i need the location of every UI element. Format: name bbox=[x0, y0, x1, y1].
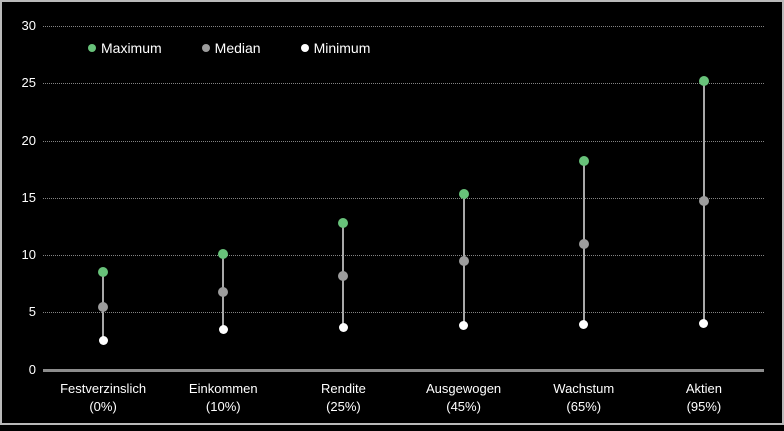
median-dot bbox=[218, 286, 229, 297]
legend-label: Median bbox=[214, 40, 261, 56]
category-allocation: (45%) bbox=[446, 399, 481, 414]
minimum-dot bbox=[218, 324, 228, 334]
minimum-dot bbox=[459, 321, 469, 331]
y-tick-label: 5 bbox=[28, 304, 36, 320]
chart-legend: Maximum Median Minimum bbox=[88, 40, 370, 56]
gridline bbox=[43, 83, 764, 85]
x-axis-line bbox=[43, 368, 764, 372]
minimum-dot bbox=[699, 319, 709, 329]
median-legend-dot-icon bbox=[201, 44, 210, 52]
y-tick-label: 10 bbox=[21, 247, 36, 262]
category-allocation: (95%) bbox=[686, 399, 722, 414]
category-name: Einkommen bbox=[188, 381, 258, 396]
y-tick-label: 0 bbox=[28, 361, 36, 377]
median-dot bbox=[578, 238, 589, 249]
category-label: Wachstum (65%) bbox=[519, 380, 649, 416]
gridline bbox=[43, 312, 764, 314]
gridline bbox=[43, 197, 764, 199]
category-name: Festverzinslich bbox=[60, 381, 147, 396]
y-tick-label: 15 bbox=[21, 189, 36, 205]
legend-item-median: Median bbox=[201, 40, 261, 56]
category-label: Rendite (25%) bbox=[278, 380, 408, 416]
gridline bbox=[43, 26, 764, 27]
median-dot bbox=[698, 196, 709, 207]
maximum-dot bbox=[578, 156, 589, 167]
y-tick-label: 25 bbox=[21, 75, 36, 91]
category-name: Wachstum bbox=[553, 381, 615, 396]
maximum-dot bbox=[458, 189, 469, 200]
category-name: Ausgewogen bbox=[425, 381, 502, 396]
legend-item-maximum: Maximum bbox=[88, 40, 162, 56]
minimum-dot bbox=[579, 320, 589, 330]
category-label: Aktien (95%) bbox=[639, 380, 769, 416]
y-tick-label: 30 bbox=[21, 18, 36, 33]
gridline bbox=[43, 255, 764, 256]
maximum-dot bbox=[98, 267, 109, 278]
maximum-dot bbox=[338, 217, 349, 228]
maximum-legend-dot-icon bbox=[88, 44, 96, 52]
category-name: Rendite bbox=[321, 381, 366, 396]
category-label: Einkommen (10%) bbox=[158, 380, 288, 416]
category-allocation: (65%) bbox=[566, 399, 602, 414]
category-name: Aktien bbox=[685, 381, 722, 396]
category-label: Ausgewogen (45%) bbox=[399, 380, 529, 416]
category-allocation: (0%) bbox=[89, 399, 117, 414]
maximum-dot bbox=[698, 75, 709, 86]
category-label: Festverzinslich (0%) bbox=[38, 380, 168, 416]
median-dot bbox=[98, 301, 109, 312]
minimum-dot bbox=[338, 322, 348, 332]
category-allocation: (25%) bbox=[326, 399, 361, 414]
minimum-legend-dot-icon bbox=[300, 44, 309, 52]
category-allocation: (10%) bbox=[205, 399, 241, 414]
legend-item-minimum: Minimum bbox=[300, 40, 371, 56]
median-dot bbox=[338, 270, 349, 281]
maximum-dot bbox=[218, 248, 229, 259]
gridline bbox=[43, 140, 764, 142]
legend-label: Minimum bbox=[313, 40, 371, 56]
y-tick-label: 20 bbox=[21, 132, 36, 148]
median-dot bbox=[458, 255, 469, 266]
legend-label: Maximum bbox=[101, 40, 162, 56]
minimum-dot bbox=[98, 336, 108, 346]
